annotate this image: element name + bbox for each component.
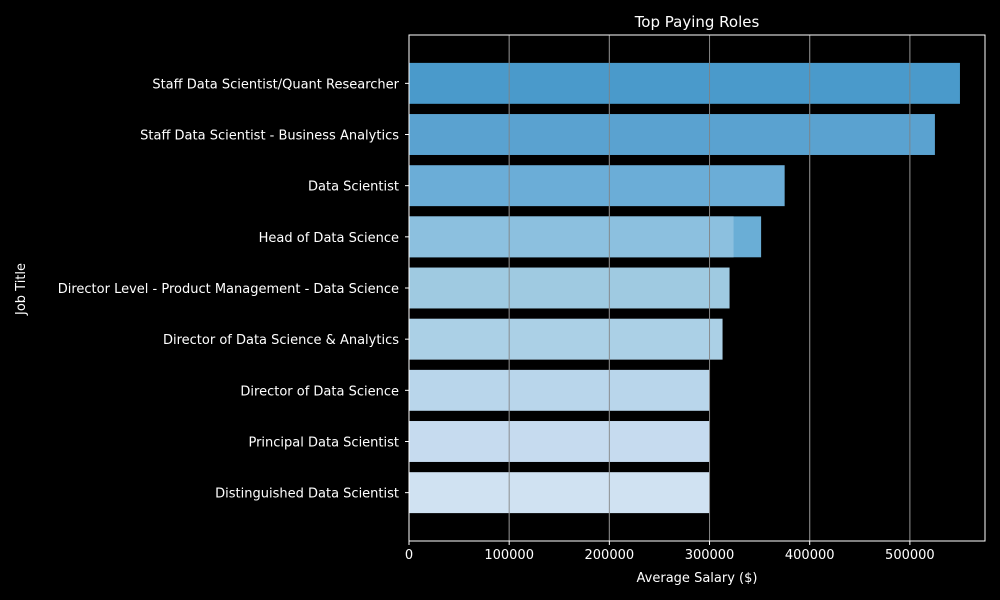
y-tick-layer: Staff Data Scientist/Quant Researcher Sta… [58, 77, 409, 502]
y-tick-label: Principal Data Scientist [248, 435, 399, 450]
y-tick-label: Head of Data Science [259, 231, 399, 246]
y-axis-title: Job Title [14, 263, 29, 316]
y-tick-label: Director of Data Science & Analytics [163, 333, 399, 348]
x-tick-label: 100000 [484, 548, 534, 563]
x-tick-label: 300000 [685, 548, 735, 563]
x-tick-label: 400000 [785, 548, 835, 563]
bar [409, 421, 710, 462]
bar [409, 165, 785, 207]
y-tick-label: Data Scientist [308, 180, 399, 195]
bar [409, 114, 935, 155]
y-tick-label: Distinguished Data Scientist [215, 487, 399, 502]
bar [409, 472, 710, 514]
x-tick-layer: 0 100000 200000 300000 400000 500000 [405, 541, 935, 563]
y-tick-label: Director of Data Science [240, 384, 399, 399]
x-axis-title: Average Salary ($) [637, 571, 758, 586]
bar [409, 267, 730, 309]
chart-title: Top Paying Roles [634, 13, 760, 31]
x-tick-label: 500000 [885, 548, 935, 563]
y-tick-label: Director Level - Product Management - Da… [58, 282, 399, 297]
bars-layer [409, 62, 960, 514]
x-tick-label: 200000 [585, 548, 635, 563]
bar-overlay [409, 216, 734, 258]
bar [409, 318, 723, 360]
bar [409, 62, 960, 104]
y-tick-label: Staff Data Scientist/Quant Researcher [152, 77, 399, 92]
grid-overlay-layer [508, 35, 911, 541]
bar [409, 369, 710, 411]
y-tick-label: Staff Data Scientist - Business Analytic… [140, 129, 399, 144]
x-tick-label: 0 [405, 548, 413, 563]
